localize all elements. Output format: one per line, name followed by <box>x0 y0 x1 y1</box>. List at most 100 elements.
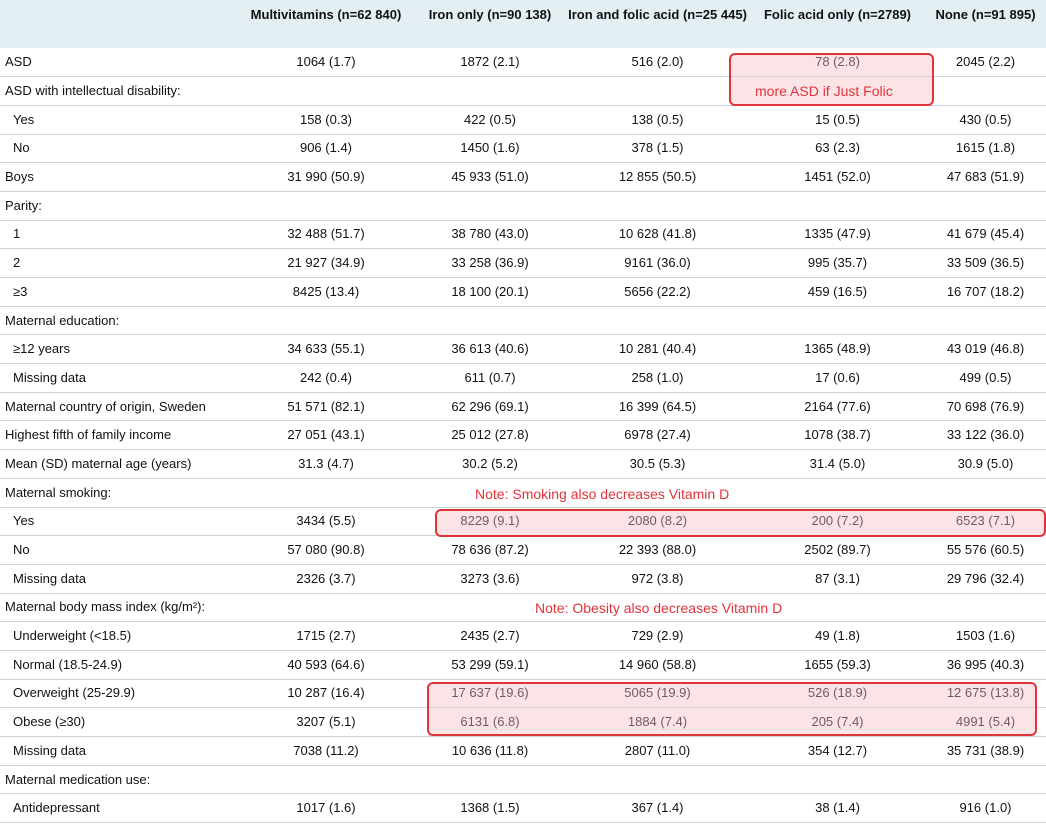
table-row: No 906 (1.4) 1450 (1.6) 378 (1.5) 63 (2.3) 16… <box>0 134 1046 164</box>
row-value: 31 990 (50.9) <box>237 162 415 192</box>
row-label: Antidepressant <box>0 793 237 824</box>
row-label: ≥3 <box>0 277 237 307</box>
table-row: Maternal smoking: <box>0 478 1046 508</box>
row-value: 1615 (1.8) <box>925 134 1046 164</box>
row-value: 30.9 (5.0) <box>925 449 1046 479</box>
row-value: 972 (3.8) <box>565 564 750 594</box>
row-value <box>750 306 925 336</box>
row-value: 1078 (38.7) <box>750 420 925 451</box>
row-value: 9161 (36.0) <box>565 248 750 278</box>
row-label: Underweight (<18.5) <box>0 621 237 651</box>
row-label: 2 <box>0 248 237 278</box>
table-row: ASD with intellectual disability: <box>0 76 1046 106</box>
row-label: Parity: <box>0 191 237 221</box>
row-label: No <box>0 134 237 164</box>
row-value: 1872 (2.1) <box>415 48 565 78</box>
row-value: 6131 (6.8) <box>415 707 565 737</box>
table-row: 1 32 488 (51.7) 38 780 (43.0) 10 628 (41.8)… <box>0 220 1046 250</box>
row-value: 47 683 (51.9) <box>925 162 1046 192</box>
row-value: 78 636 (87.2) <box>415 535 565 565</box>
row-value <box>565 306 750 336</box>
table-row: Missing data 242 (0.4) 611 (0.7) 258 (1.0) 1… <box>0 363 1046 393</box>
row-value: 516 (2.0) <box>565 48 750 78</box>
row-value: 15 (0.5) <box>750 105 925 135</box>
table-row: ASD 1064 (1.7) 1872 (2.1) 516 (2.0) 78 (2.8)… <box>0 48 1046 78</box>
table-row: Missing data 7038 (11.2) 10 636 (11.8) 2807… <box>0 736 1046 766</box>
row-value: 1365 (48.9) <box>750 334 925 365</box>
row-value <box>415 306 565 336</box>
row-value: 526 (18.9) <box>750 679 925 709</box>
row-value: 2502 (89.7) <box>750 535 925 565</box>
row-value: 34 633 (55.1) <box>237 334 415 365</box>
row-value <box>925 191 1046 221</box>
row-value: 78 (2.8) <box>750 48 925 78</box>
row-value: 1064 (1.7) <box>237 48 415 78</box>
row-value: 41 679 (45.4) <box>925 220 1046 250</box>
row-value: 30.2 (5.2) <box>415 449 565 479</box>
header-multivitamins: Multivitamins (n=62 840) <box>237 0 415 48</box>
row-label: Missing data <box>0 363 237 393</box>
row-value: 2435 (2.7) <box>415 621 565 651</box>
row-value: 40 593 (64.6) <box>237 650 415 680</box>
row-label: Maternal smoking: <box>0 478 237 508</box>
row-value <box>237 593 415 623</box>
table-row: Normal (18.5-24.9) 40 593 (64.6) 53 299 (5… <box>0 650 1046 680</box>
row-value: 205 (7.4) <box>750 707 925 737</box>
table-row: Maternal medication use: <box>0 765 1046 795</box>
row-value <box>565 478 750 508</box>
row-value <box>750 191 925 221</box>
table-row: ≥3 8425 (13.4) 18 100 (20.1) 5656 (22.2) 459… <box>0 277 1046 307</box>
table-row: Parity: <box>0 191 1046 221</box>
row-label: Maternal body mass index (kg/m²): <box>0 593 237 623</box>
row-label: Highest fifth of family income <box>0 420 237 451</box>
row-value: 1451 (52.0) <box>750 162 925 192</box>
row-value <box>750 76 925 106</box>
row-label: ≥12 years <box>0 334 237 365</box>
row-value: 200 (7.2) <box>750 507 925 537</box>
row-label: Normal (18.5-24.9) <box>0 650 237 680</box>
row-value: 35 731 (38.9) <box>925 736 1046 766</box>
table-body: ASD 1064 (1.7) 1872 (2.1) 516 (2.0) 78 (2.8)… <box>0 48 1046 824</box>
row-value <box>237 191 415 221</box>
row-value: 25 012 (27.8) <box>415 420 565 451</box>
row-value: 729 (2.9) <box>565 621 750 651</box>
row-value: 242 (0.4) <box>237 363 415 393</box>
row-value: 995 (35.7) <box>750 248 925 278</box>
row-value: 57 080 (90.8) <box>237 535 415 565</box>
row-value: 33 258 (36.9) <box>415 248 565 278</box>
row-value: 17 637 (19.6) <box>415 679 565 709</box>
row-value <box>750 593 925 623</box>
folic-asd-note: more ASD if Just Folic <box>755 83 893 99</box>
row-value: 8425 (13.4) <box>237 277 415 307</box>
row-value: 10 281 (40.4) <box>565 334 750 365</box>
row-value: 5656 (22.2) <box>565 277 750 307</box>
table-row: Highest fifth of family income 27 051 (43… <box>0 420 1046 451</box>
row-value: 906 (1.4) <box>237 134 415 164</box>
header-iron-and-folic-acid: Iron and folic acid (n=25 445) <box>565 0 750 48</box>
row-value: 29 796 (32.4) <box>925 564 1046 594</box>
row-value: 611 (0.7) <box>415 363 565 393</box>
row-value <box>237 765 415 795</box>
row-label: Overweight (25-29.9) <box>0 679 237 709</box>
row-value: 36 613 (40.6) <box>415 334 565 365</box>
table-row: Missing data 2326 (3.7) 3273 (3.6) 972 (3.8… <box>0 564 1046 594</box>
row-value <box>415 478 565 508</box>
row-label: Maternal education: <box>0 306 237 336</box>
header-row: Multivitamins (n=62 840) Iron only (n=90… <box>0 0 1046 48</box>
row-value: 30.5 (5.3) <box>565 449 750 479</box>
row-value: 53 299 (59.1) <box>415 650 565 680</box>
row-value: 16 399 (64.5) <box>565 392 750 422</box>
row-value: 38 (1.4) <box>750 793 925 824</box>
row-label: Missing data <box>0 564 237 594</box>
table-row: Mean (SD) maternal age (years) 31.3 (4.7)… <box>0 449 1046 479</box>
row-label: No <box>0 535 237 565</box>
row-value: 3273 (3.6) <box>415 564 565 594</box>
row-value: 916 (1.0) <box>925 793 1046 824</box>
row-value: 31.3 (4.7) <box>237 449 415 479</box>
row-value: 430 (0.5) <box>925 105 1046 135</box>
row-value: 354 (12.7) <box>750 736 925 766</box>
row-value: 21 927 (34.9) <box>237 248 415 278</box>
row-value: 6978 (27.4) <box>565 420 750 451</box>
row-value <box>415 76 565 106</box>
